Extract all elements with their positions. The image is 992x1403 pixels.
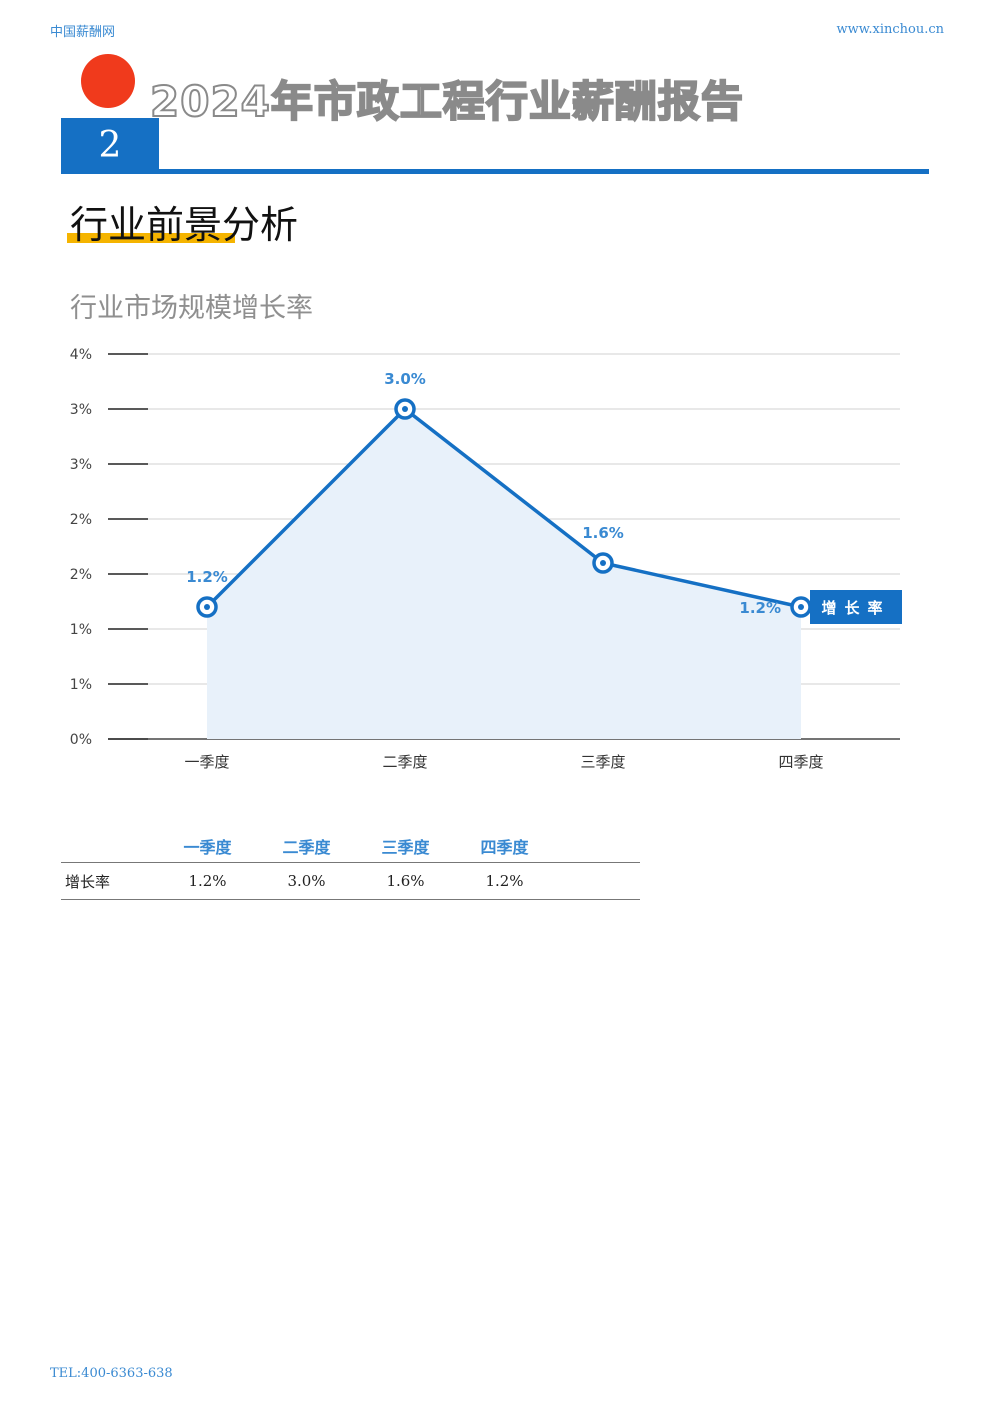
table-row: 增长率 1.2% 3.0% 1.6% 1.2% [61,862,640,900]
x-tick-label: 二季度 [382,753,427,771]
data-label: 1.6% [582,524,624,542]
x-tick-label: 四季度 [778,753,823,771]
table-cell: 1.2% [158,862,257,900]
legend-label: 增长率 [821,599,890,617]
y-tick-label: 1% [70,622,92,638]
table-header-cell: 二季度 [257,830,356,863]
data-point-center [204,604,210,610]
red-dot-decoration [81,54,135,108]
table-header-cell: 一季度 [158,830,257,863]
data-table: 一季度 二季度 三季度 四季度 增长率 1.2% 3.0% 1.6% 1.2% [61,830,640,900]
site-url[interactable]: www.xinchou.cn [836,22,944,37]
table-header-cell [61,830,158,863]
table-cell [554,862,640,900]
data-label: 1.2% [739,599,781,617]
y-tick-label: 0% [70,732,92,748]
table-header-cell: 四季度 [455,830,554,863]
table-row-label: 增长率 [61,862,158,900]
data-label: 3.0% [384,370,426,388]
series-area [207,409,801,739]
table-cell: 3.0% [257,862,356,900]
site-name: 中国薪酬网 [50,25,116,40]
table-cell: 1.6% [356,862,455,900]
chapter-number: 2 [61,118,159,172]
x-tick-label: 三季度 [580,753,625,771]
chapter-rule [61,169,929,174]
x-tick-label: 一季度 [184,753,229,771]
data-point-center [798,604,804,610]
line-chart: 0% 1% 1% 2% 2% 3% 3% 4% 1.2% 3.0% 1.6% 1.2% 一季度 二季度 三季… [70,347,902,771]
data-label: 1.2% [186,568,228,586]
table-header-cell [554,830,640,863]
y-tick-label: 1% [70,677,92,693]
table-cell: 1.2% [455,862,554,900]
footer-tel[interactable]: TEL:400-6363-638 [50,1366,173,1381]
y-tick-label: 4% [70,347,92,363]
series-line [205,407,802,609]
y-tick-label: 2% [70,567,92,583]
section-underline [67,233,235,243]
data-point-center [402,406,408,412]
table-header-cell: 三季度 [356,830,455,863]
y-tick-label: 2% [70,512,92,528]
y-tick-label: 3% [70,457,92,473]
chart-title: 行业市场规模增长率 [70,293,313,324]
section-title: 行业前景分析 [70,203,299,247]
data-point-center [600,560,606,566]
table-header-row: 一季度 二季度 三季度 四季度 [61,830,640,863]
legend-box [810,590,902,624]
y-tick-label: 3% [70,402,92,418]
report-title: 2024年市政工程行业薪酬报告 [149,76,744,127]
